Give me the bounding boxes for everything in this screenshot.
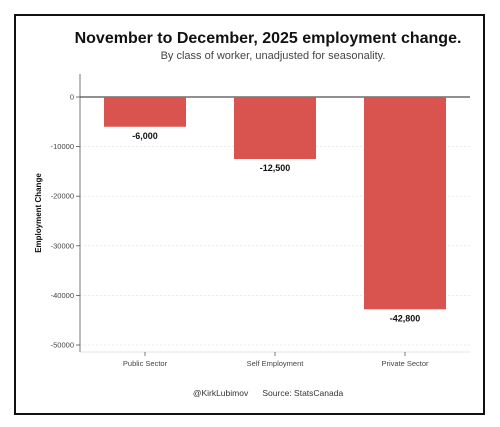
y-tick-label: -10000 — [51, 142, 74, 151]
data-label: -12,500 — [260, 163, 291, 173]
bars — [104, 97, 446, 310]
data-label: -42,800 — [390, 313, 421, 323]
y-tick-label: 0 — [70, 93, 74, 102]
x-tick-label: Private Sector — [381, 359, 429, 368]
y-tick-label: -50000 — [51, 341, 74, 350]
x-tick-label: Public Sector — [123, 359, 168, 368]
y-tick-label: -30000 — [51, 241, 74, 250]
chart-subtitle: By class of worker, unadjusted for seaso… — [160, 50, 386, 62]
y-tick-label: -40000 — [51, 291, 74, 300]
chart-title: November to December, 2025 employment ch… — [74, 30, 462, 47]
x-tick-label: Self Employment — [247, 359, 305, 368]
data-labels: -6,000 -12,500 -42,800 — [132, 131, 420, 324]
bar — [364, 97, 446, 310]
y-tick-label: -20000 — [51, 192, 74, 201]
x-axis: Public Sector Self Employment Private Sect… — [80, 351, 470, 368]
data-label: -6,000 — [132, 131, 158, 141]
chart-footer: @KirkLubimov Source: StatsCanada — [192, 388, 344, 398]
y-axis: 0 -10000 -20000 -30000 -40000 -50000 — [51, 74, 81, 352]
bar — [234, 97, 316, 159]
y-axis-label: Employment Change — [34, 173, 43, 253]
bar — [104, 97, 186, 127]
